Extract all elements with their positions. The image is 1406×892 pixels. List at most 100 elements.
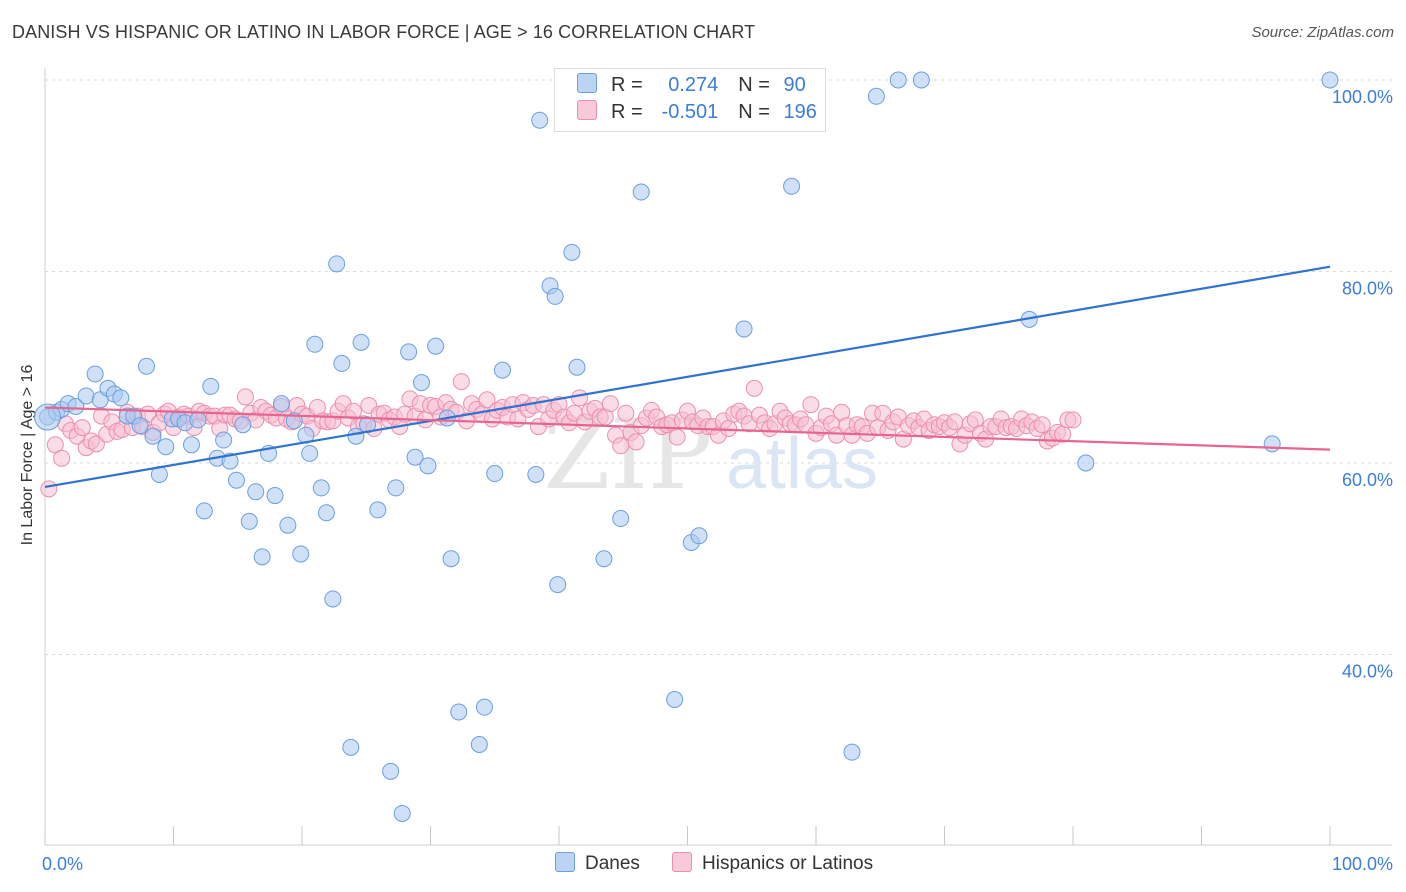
danes-point	[301, 444, 319, 462]
danes-point	[306, 335, 324, 353]
hispanic-point	[617, 404, 635, 422]
danes-point	[253, 548, 271, 566]
hispanic-point	[1033, 416, 1051, 434]
danes-point	[735, 320, 753, 338]
danes-point	[413, 374, 431, 392]
legend-swatch-danes	[577, 73, 597, 93]
y-tick-label: 40.0%	[1342, 662, 1393, 682]
danes-points	[34, 71, 1339, 822]
danes-point	[867, 87, 885, 105]
danes-point	[783, 177, 801, 195]
danes-point	[419, 457, 437, 475]
axes	[44, 68, 1392, 846]
danes-point	[527, 465, 545, 483]
hispanic-trend-line	[44, 406, 1331, 451]
danes-point	[285, 412, 303, 430]
hispanic-point	[73, 419, 91, 437]
grid-lines	[45, 79, 1392, 655]
bottom-legend-swatch-danes	[555, 852, 575, 872]
legend-row-danes: R = 0.274 N = 90	[577, 73, 806, 99]
danes-point	[912, 71, 930, 89]
danes-point	[86, 365, 104, 383]
danes-point	[568, 358, 586, 376]
danes-point	[475, 698, 493, 716]
danes-point	[889, 71, 907, 89]
danes-point	[486, 465, 504, 483]
danes-point	[690, 527, 708, 545]
hispanic-point	[40, 480, 58, 498]
hispanic-point	[344, 402, 362, 420]
danes-point	[312, 479, 330, 497]
danes-point	[493, 361, 511, 379]
hispanic-point	[478, 391, 496, 409]
danes-point	[215, 431, 233, 449]
danes-point	[393, 804, 411, 822]
legend-swatch-hispanic	[577, 100, 597, 120]
danes-point	[292, 545, 310, 563]
danes-point	[131, 417, 149, 435]
danes-point	[240, 512, 258, 530]
hispanic-point	[720, 420, 738, 438]
danes-point	[400, 343, 418, 361]
legend-n-label: N =	[738, 101, 770, 123]
hispanic-point	[668, 428, 686, 446]
bottom-legend-danes: Danes	[555, 852, 640, 875]
legend-n-value-hispanic: 196	[783, 101, 817, 123]
legend-n-label: N =	[738, 74, 770, 96]
danes-point	[247, 483, 265, 501]
y-tick-label: 80.0%	[1342, 279, 1393, 299]
danes-point	[202, 377, 220, 395]
danes-point	[352, 333, 370, 351]
danes-point	[406, 448, 424, 466]
x-tick-label: 100.0%	[1332, 854, 1393, 874]
danes-point	[612, 510, 630, 528]
bottom-legend-label-hispanic: Hispanics or Latinos	[702, 853, 874, 874]
hispanic-point	[627, 433, 645, 451]
danes-point	[369, 501, 387, 519]
hispanic-point	[571, 389, 589, 407]
danes-point	[227, 471, 245, 489]
hispanic-point	[802, 396, 820, 414]
danes-point	[138, 357, 156, 375]
legend-row-hispanic: R = -0.501 N = 196	[577, 100, 817, 126]
hispanic-point	[601, 395, 619, 413]
danes-point	[182, 436, 200, 454]
danes-point	[333, 354, 351, 372]
legend-r-label: R =	[611, 74, 643, 96]
bottom-legend-hispanic: Hispanics or Latinos	[672, 852, 873, 875]
danes-point	[67, 398, 85, 416]
danes-point	[266, 487, 284, 505]
danes-point	[324, 590, 342, 608]
hispanic-point	[946, 413, 964, 431]
danes-point	[843, 743, 861, 761]
danes-point	[342, 738, 360, 756]
danes-point	[382, 762, 400, 780]
danes-point	[442, 550, 460, 568]
danes-point	[549, 576, 567, 594]
legend-r-value-danes: 0.274	[668, 74, 719, 96]
danes-point	[1321, 71, 1339, 89]
y-tick-label: 60.0%	[1342, 470, 1393, 490]
chart-title: DANISH VS HISPANIC OR LATINO IN LABOR FO…	[12, 22, 756, 42]
danes-trend-line	[44, 265, 1331, 489]
tick-labels: 40.0% 60.0% 80.0% 100.0% 0.0% 100.0%	[42, 87, 1393, 874]
danes-point	[563, 243, 581, 261]
danes-point	[189, 411, 207, 429]
danes-point	[1263, 435, 1281, 453]
danes-point	[666, 691, 684, 709]
danes-point	[221, 452, 239, 470]
hispanic-point	[236, 388, 254, 406]
danes-point	[279, 516, 297, 534]
danes-point	[317, 504, 335, 522]
danes-point	[234, 416, 252, 434]
y-tick-label: 100.0%	[1332, 87, 1393, 107]
bottom-legend-swatch-hispanic	[672, 852, 692, 872]
legend-n-value-danes: 90	[783, 74, 806, 96]
trend-lines	[44, 265, 1331, 489]
legend-r-value-hispanic: -0.501	[661, 101, 719, 123]
danes-point	[387, 479, 405, 497]
danes-point	[195, 502, 213, 520]
x-tick-label: 0.0%	[42, 854, 83, 874]
danes-point	[272, 395, 290, 413]
